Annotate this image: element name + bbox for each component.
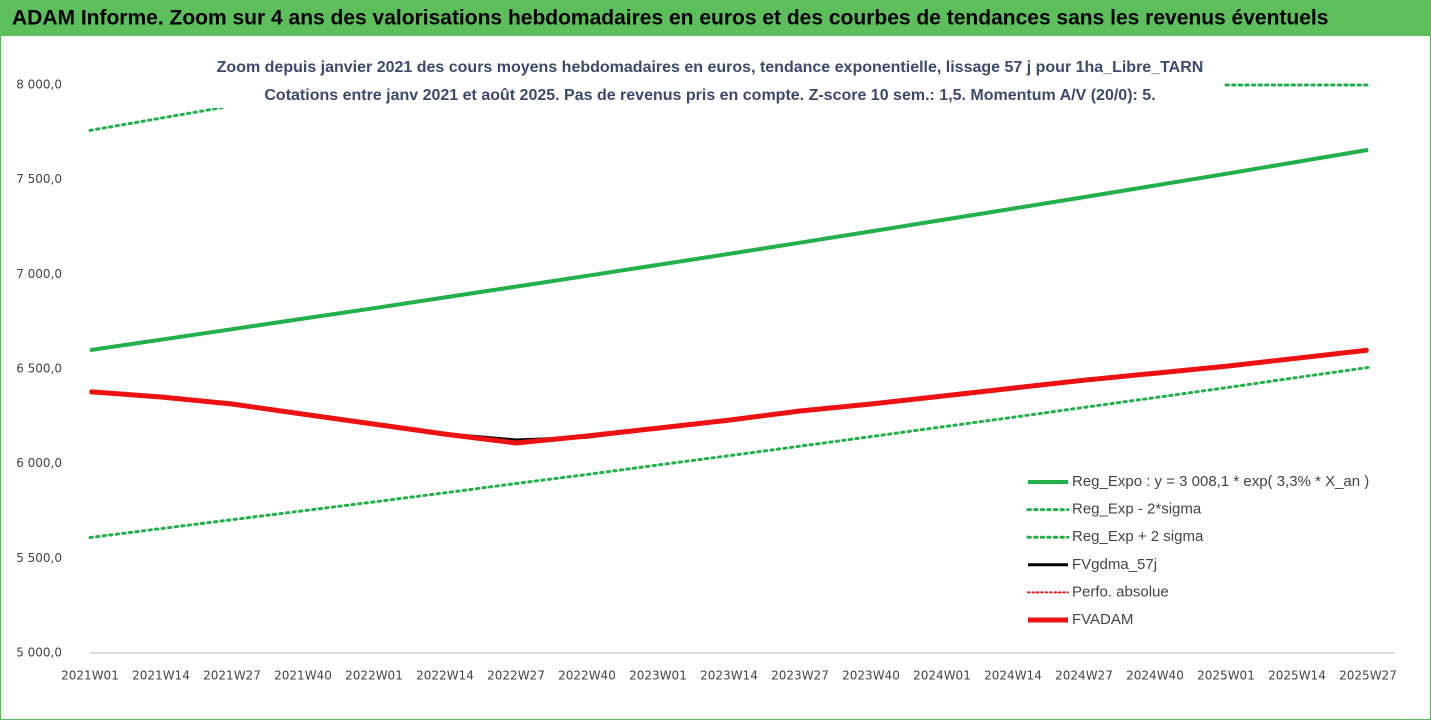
y-tick-label: 5 500,0 (16, 551, 62, 565)
series-line (88, 104, 234, 132)
y-tick-label: 7 000,0 (16, 267, 62, 281)
y-tick-label: 6 500,0 (16, 362, 62, 376)
plot-area: 5 000,0 5 500,0 6 000,0 6 500,0 7 000,0 7 500… (16, 78, 1397, 683)
x-tick-label: 2021W27 (203, 669, 261, 683)
legend-label: FVgdma_57j (1072, 556, 1157, 573)
subtitle-box (212, 52, 1208, 108)
subtitle: Cotations entre janv 2021 et août 2025. … (264, 87, 1155, 104)
x-tick-label: 2021W40 (274, 669, 332, 683)
x-tick-label: 2023W14 (700, 669, 758, 683)
series-line (89, 147, 1369, 353)
series-line (89, 347, 1369, 446)
legend-label: Reg_Exp - 2*sigma (1072, 501, 1202, 518)
series-line (88, 366, 1370, 539)
y-tick-label: 8 000,0 (16, 78, 62, 92)
x-tick-label: 2024W27 (1055, 669, 1113, 683)
x-tick-label: 2023W27 (771, 669, 829, 683)
x-tick-label: 2021W01 (61, 669, 119, 683)
y-tick-label: 6 000,0 (16, 456, 62, 470)
y-tick-label: 5 000,0 (16, 646, 62, 660)
x-tick-label: 2022W01 (345, 669, 403, 683)
x-tick-label: 2024W40 (1126, 669, 1184, 683)
x-tick-label: 2025W01 (1197, 669, 1255, 683)
x-tick-label: 2022W27 (487, 669, 545, 683)
x-tick-label: 2023W40 (842, 669, 900, 683)
x-tick-label: 2024W14 (984, 669, 1042, 683)
chart-title: ADAM Informe. Zoom sur 4 ans des valoris… (12, 7, 1328, 30)
x-tick-label: 2024W01 (913, 669, 971, 683)
legend: Reg_Expo : y = 3 008,1 * exp( 3,3% * X_a… (1026, 473, 1369, 628)
legend-label: Perfo. absolue (1072, 583, 1169, 600)
x-tick-label: 2022W40 (558, 669, 616, 683)
x-tick-label: 2021W14 (132, 669, 190, 683)
title-banner (0, 0, 1431, 36)
subtitle: Zoom depuis janvier 2021 des cours moyen… (217, 59, 1204, 76)
x-tick-label: 2022W14 (416, 669, 474, 683)
legend-label: FVADAM (1072, 611, 1133, 628)
legend-label: Reg_Exp + 2 sigma (1072, 528, 1204, 545)
x-tick-label: 2025W14 (1268, 669, 1326, 683)
x-tick-label: 2023W01 (629, 669, 687, 683)
x-tick-label: 2025W27 (1339, 669, 1397, 683)
legend-label: Reg_Expo : y = 3 008,1 * exp( 3,3% * X_a… (1072, 473, 1369, 490)
y-tick-label: 7 500,0 (16, 172, 62, 186)
